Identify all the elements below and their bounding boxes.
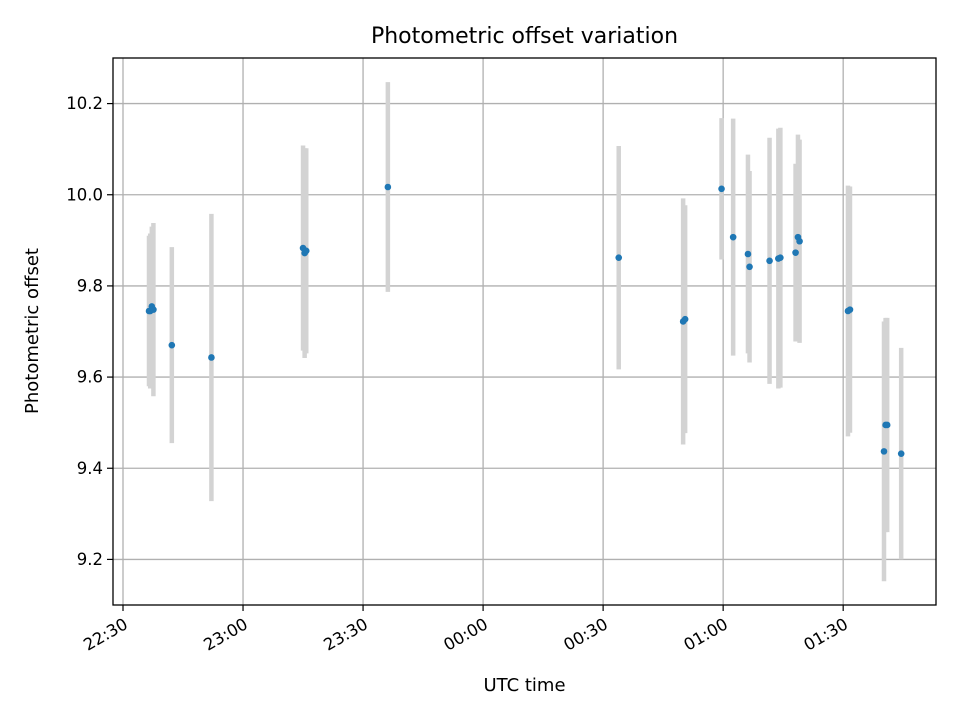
data-point	[168, 341, 176, 349]
x-tick-label: 23:30	[320, 614, 371, 654]
x-tick-label: 22:30	[80, 614, 131, 654]
x-axis-ticks: 22:30 23:00 23:30 00:00 00:30 01:00 01:30	[80, 605, 851, 655]
y-tick-label: 9.6	[77, 368, 103, 387]
error-bars	[146, 82, 904, 582]
y-tick-label: 10.0	[66, 185, 103, 204]
y-tick-label: 9.4	[77, 459, 103, 478]
y-tick-label: 9.8	[77, 276, 103, 295]
x-tick-label: 23:00	[200, 614, 251, 654]
data-point	[897, 450, 905, 457]
y-axis-label: Photometric offset	[22, 248, 43, 414]
data-point	[744, 250, 752, 258]
data-point	[208, 354, 215, 361]
x-tick-label: 01:00	[680, 614, 731, 654]
data-point	[777, 254, 784, 261]
x-axis-label: UTC time	[483, 675, 565, 696]
data-point	[792, 249, 799, 256]
data-point	[681, 315, 689, 323]
x-tick-label: 01:30	[800, 614, 851, 654]
plot-frame	[112, 57, 937, 606]
data-point	[846, 306, 854, 313]
y-tick-label: 9.2	[77, 550, 103, 569]
x-tick-label: 00:00	[440, 614, 491, 654]
data-point	[150, 306, 157, 313]
x-tick-label: 00:30	[560, 614, 611, 654]
data-points	[145, 183, 905, 457]
data-point	[729, 233, 737, 241]
data-point	[746, 263, 753, 271]
data-point	[880, 448, 888, 455]
grid	[113, 58, 936, 605]
data-point	[718, 185, 725, 193]
data-point	[883, 421, 891, 429]
y-tick-label: 10.2	[66, 94, 103, 113]
y-axis-ticks: 9.2 9.4 9.6 9.8 10.0 10.2	[66, 94, 113, 569]
data-point	[766, 257, 773, 265]
chart-title: Photometric offset variation	[371, 24, 678, 49]
data-point	[796, 237, 803, 245]
data-point	[384, 183, 392, 191]
data-point	[302, 247, 310, 255]
data-point	[615, 254, 623, 261]
